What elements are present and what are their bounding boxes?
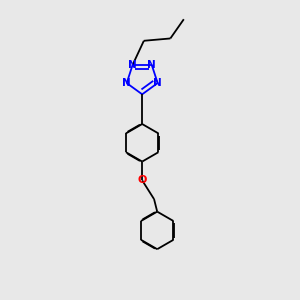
Text: N: N bbox=[153, 78, 162, 88]
Text: O: O bbox=[137, 175, 147, 185]
Text: N: N bbox=[122, 78, 131, 88]
Text: N: N bbox=[147, 60, 156, 70]
Text: N: N bbox=[128, 60, 137, 70]
